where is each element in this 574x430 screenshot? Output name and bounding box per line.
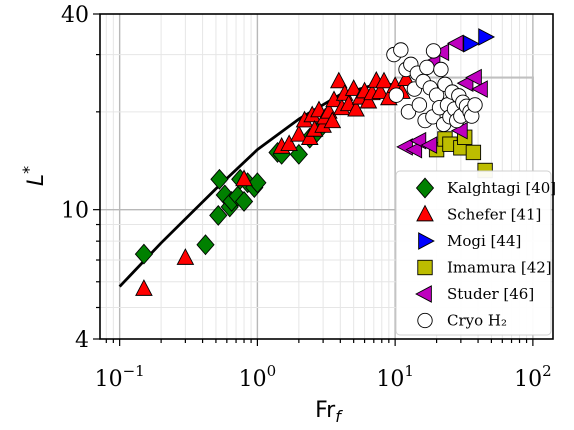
series-triangle-left [396, 34, 488, 159]
legend-marker [415, 285, 432, 303]
data-point [375, 71, 393, 89]
data-point [371, 82, 390, 99]
data-point [289, 143, 308, 165]
legend-item: Studer [46] [415, 285, 534, 303]
legend-item: Schefer [41] [416, 204, 541, 224]
data-point [405, 140, 423, 159]
data-point [235, 169, 253, 187]
data-point [134, 243, 154, 265]
legend-marker [417, 259, 433, 276]
legend-label: Imamura [42] [447, 259, 552, 277]
data-point [471, 80, 488, 98]
y-axis-label: L* [19, 166, 49, 186]
legend-marker [415, 177, 435, 199]
data-point [359, 91, 378, 109]
series-triangle-right [463, 28, 495, 53]
legend-item: Kalghtagi [40] [415, 177, 556, 199]
x-tick-label: 10−1 [95, 362, 145, 392]
data-point [347, 99, 365, 117]
data-point [478, 28, 495, 46]
data-point [210, 168, 229, 190]
x-tick-label: 101 [376, 362, 414, 392]
axis-ticks: 4 10 40 10−1 100 101 102 [61, 3, 552, 392]
axes-frame [99, 13, 554, 340]
data-point [411, 97, 428, 113]
data-point [323, 111, 342, 129]
axis-labels: Frf L* [19, 166, 343, 426]
series-circle [386, 42, 483, 133]
data-points [134, 28, 495, 296]
data-point [329, 71, 348, 89]
legend: Kalghtagi [40] Schefer [41] Mogi [44] Imamu… [395, 170, 556, 336]
data-point [465, 144, 482, 161]
reference-line [395, 76, 534, 112]
legend-label: Schefer [41] [447, 206, 541, 224]
data-point [209, 204, 228, 226]
data-point [419, 59, 435, 76]
legend-marker [418, 232, 435, 250]
data-point [400, 104, 417, 120]
x-axis-label: Frf [315, 398, 343, 426]
legend-item: Mogi [44] [418, 232, 521, 250]
data-point [467, 97, 483, 113]
legend-marker [417, 312, 433, 329]
data-point [465, 68, 482, 87]
legend-label: Studer [46] [447, 285, 534, 303]
data-point [196, 234, 215, 256]
data-point [393, 42, 409, 58]
x-tick-label: 102 [514, 362, 552, 392]
data-point [344, 79, 363, 96]
data-point [420, 136, 438, 154]
x-tick-label: 100 [239, 362, 277, 392]
data-point [425, 43, 442, 59]
legend-label: Cryo H₂ [447, 312, 507, 330]
data-point [234, 190, 254, 212]
legend-marker [416, 204, 434, 222]
legend-box [395, 170, 552, 336]
reference-box [395, 76, 534, 112]
y-tick-label: 4 [75, 328, 89, 353]
data-point [463, 34, 480, 53]
y-tick-label: 40 [61, 3, 89, 28]
data-point [433, 61, 449, 78]
plot-frame [99, 13, 554, 340]
data-point [397, 69, 415, 87]
data-point [248, 172, 267, 194]
legend-item: Imamura [42] [417, 259, 552, 277]
data-point [396, 138, 413, 156]
data-point [290, 124, 308, 142]
data-point [300, 128, 319, 145]
data-point [446, 34, 464, 53]
y-tick-label: 10 [61, 199, 89, 224]
data-point [176, 248, 195, 265]
legend-item: Cryo H₂ [417, 312, 507, 330]
series-diamond [134, 121, 326, 265]
legend-label: Mogi [44] [447, 232, 521, 250]
series-triangle-up [135, 69, 415, 296]
data-point [280, 134, 298, 152]
legend-label: Kalghtagi [40] [447, 179, 556, 197]
data-point [135, 279, 153, 296]
data-point [388, 87, 404, 103]
